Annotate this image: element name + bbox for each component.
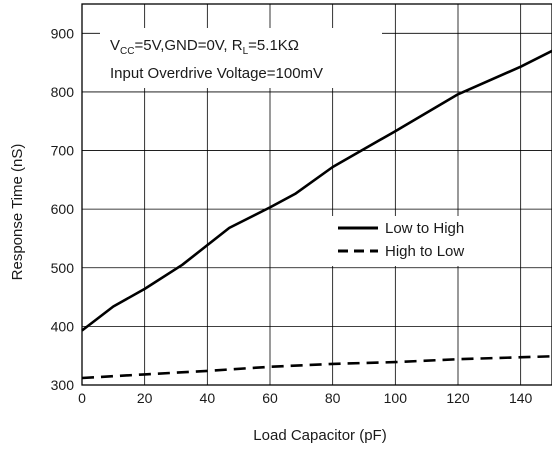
plot-frame [81,3,552,386]
x-tick-label: 80 [325,390,341,406]
series-line-high-to-low [81,355,552,380]
annotation-overdrive: Input Overdrive Voltage=100mV [110,65,323,82]
x-tick-label: 120 [446,390,470,406]
y-tick-label: 600 [51,201,75,217]
y-tick-label: 800 [51,84,75,100]
annotation-conditions: VCC=5V,GND=0V, RL=5.1KΩ [110,37,299,57]
y-tick-label: 500 [51,260,75,276]
x-tick-label: 60 [262,390,278,406]
x-tick-label: 100 [384,390,408,406]
legend-box [332,216,492,266]
annotation-box [100,28,382,88]
x-axis-label: Load Capacitor (pF) [253,427,386,444]
y-tick-label: 900 [51,25,75,41]
y-tick-label: 300 [51,377,75,393]
x-tick-label: 0 [78,390,86,406]
y-tick-label: 700 [51,143,75,159]
x-tick-labels: 0 20 40 60 80 100 120 140 [78,390,532,406]
y-axis-label: Response Time (nS) [9,144,26,281]
legend: Low to High High to Low [332,216,492,266]
y-tick-label: 400 [51,318,75,334]
series-lines [81,49,552,380]
legend-label-high-to-low: High to Low [385,243,464,260]
y-tick-labels: 300 400 500 600 700 800 900 [51,25,75,393]
x-tick-label: 20 [137,390,153,406]
legend-label-low-to-high: Low to High [385,220,464,237]
x-tick-label: 40 [200,390,216,406]
x-tick-label: 140 [509,390,533,406]
series-line-low-to-high [81,49,552,332]
